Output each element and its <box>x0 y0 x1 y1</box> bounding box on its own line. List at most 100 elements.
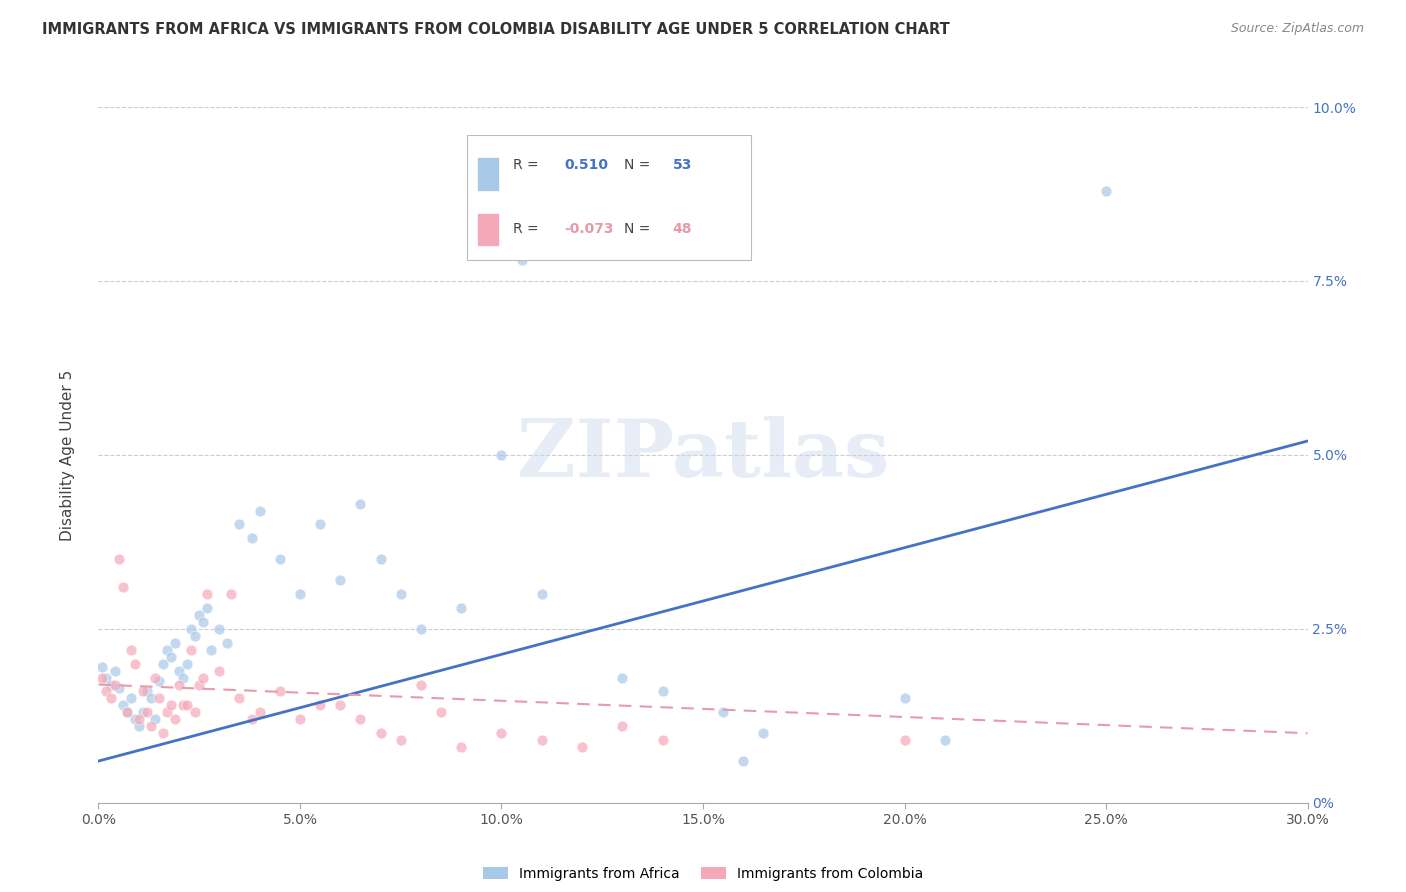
FancyBboxPatch shape <box>477 157 499 191</box>
Point <box>180 622 202 636</box>
Point <box>208 622 231 636</box>
Point <box>228 691 250 706</box>
Point <box>893 733 915 747</box>
Point <box>269 684 291 698</box>
Text: N =: N = <box>624 222 655 236</box>
Point <box>135 706 157 720</box>
Point <box>139 719 162 733</box>
Point <box>148 674 170 689</box>
Point <box>176 698 198 713</box>
Point <box>120 691 142 706</box>
Legend: Immigrants from Africa, Immigrants from Colombia: Immigrants from Africa, Immigrants from … <box>478 861 928 887</box>
Point <box>120 642 142 657</box>
Point <box>450 601 472 615</box>
Point <box>167 664 190 678</box>
Point <box>510 253 533 268</box>
Point <box>195 587 218 601</box>
Point <box>160 698 183 713</box>
Point <box>193 671 215 685</box>
Point <box>176 657 198 671</box>
Point <box>184 629 207 643</box>
Point <box>228 517 250 532</box>
Point <box>893 691 915 706</box>
Point <box>152 657 174 671</box>
Point <box>172 698 194 713</box>
Point <box>103 664 125 678</box>
Point <box>100 691 122 706</box>
Point <box>172 671 194 685</box>
Point <box>491 726 513 740</box>
Point <box>167 677 190 691</box>
FancyBboxPatch shape <box>477 213 499 246</box>
Text: -0.073: -0.073 <box>564 222 613 236</box>
Point <box>132 684 155 698</box>
Point <box>370 552 392 566</box>
Point <box>288 712 311 726</box>
Point <box>249 503 271 517</box>
Point <box>163 712 186 726</box>
Text: R =: R = <box>513 159 543 172</box>
Point <box>612 671 634 685</box>
Point <box>711 706 734 720</box>
Point <box>349 497 371 511</box>
Point <box>107 681 129 695</box>
Point <box>934 733 956 747</box>
Point <box>1095 184 1118 198</box>
Point <box>111 698 134 713</box>
Point <box>156 706 179 720</box>
Point <box>139 691 162 706</box>
Point <box>195 601 218 615</box>
Point <box>309 698 332 713</box>
Point <box>103 677 125 691</box>
Y-axis label: Disability Age Under 5: Disability Age Under 5 <box>60 369 75 541</box>
Point <box>148 691 170 706</box>
Point <box>651 684 673 698</box>
Text: ZIPatlas: ZIPatlas <box>517 416 889 494</box>
Point <box>240 712 263 726</box>
Point <box>651 733 673 747</box>
Point <box>180 642 202 657</box>
Point <box>152 726 174 740</box>
Point <box>163 636 186 650</box>
Point <box>115 706 138 720</box>
Point <box>530 587 553 601</box>
Point <box>132 706 155 720</box>
Point <box>107 552 129 566</box>
Point <box>329 698 352 713</box>
Point <box>217 636 239 650</box>
Point <box>124 657 146 671</box>
Text: Source: ZipAtlas.com: Source: ZipAtlas.com <box>1230 22 1364 36</box>
Point <box>269 552 291 566</box>
Point <box>100 677 122 691</box>
Point <box>143 712 166 726</box>
Point <box>115 706 138 720</box>
Point <box>733 754 755 768</box>
Point <box>491 448 513 462</box>
Point <box>240 532 263 546</box>
Point <box>752 726 775 740</box>
Point <box>156 642 179 657</box>
Point <box>193 615 215 629</box>
Text: 0.510: 0.510 <box>564 159 607 172</box>
Point <box>184 706 207 720</box>
Point <box>612 719 634 733</box>
Point <box>96 684 118 698</box>
Point <box>208 664 231 678</box>
Point <box>249 706 271 720</box>
Point <box>409 622 432 636</box>
Point <box>160 649 183 664</box>
Point <box>389 733 412 747</box>
Point <box>128 712 150 726</box>
Point <box>124 712 146 726</box>
Point <box>288 587 311 601</box>
FancyBboxPatch shape <box>467 135 751 260</box>
Point <box>143 671 166 685</box>
Point <box>389 587 412 601</box>
Point <box>135 684 157 698</box>
Point <box>309 517 332 532</box>
Point <box>530 733 553 747</box>
Point <box>96 671 118 685</box>
Point <box>430 706 453 720</box>
Point <box>128 719 150 733</box>
Point <box>91 660 114 674</box>
